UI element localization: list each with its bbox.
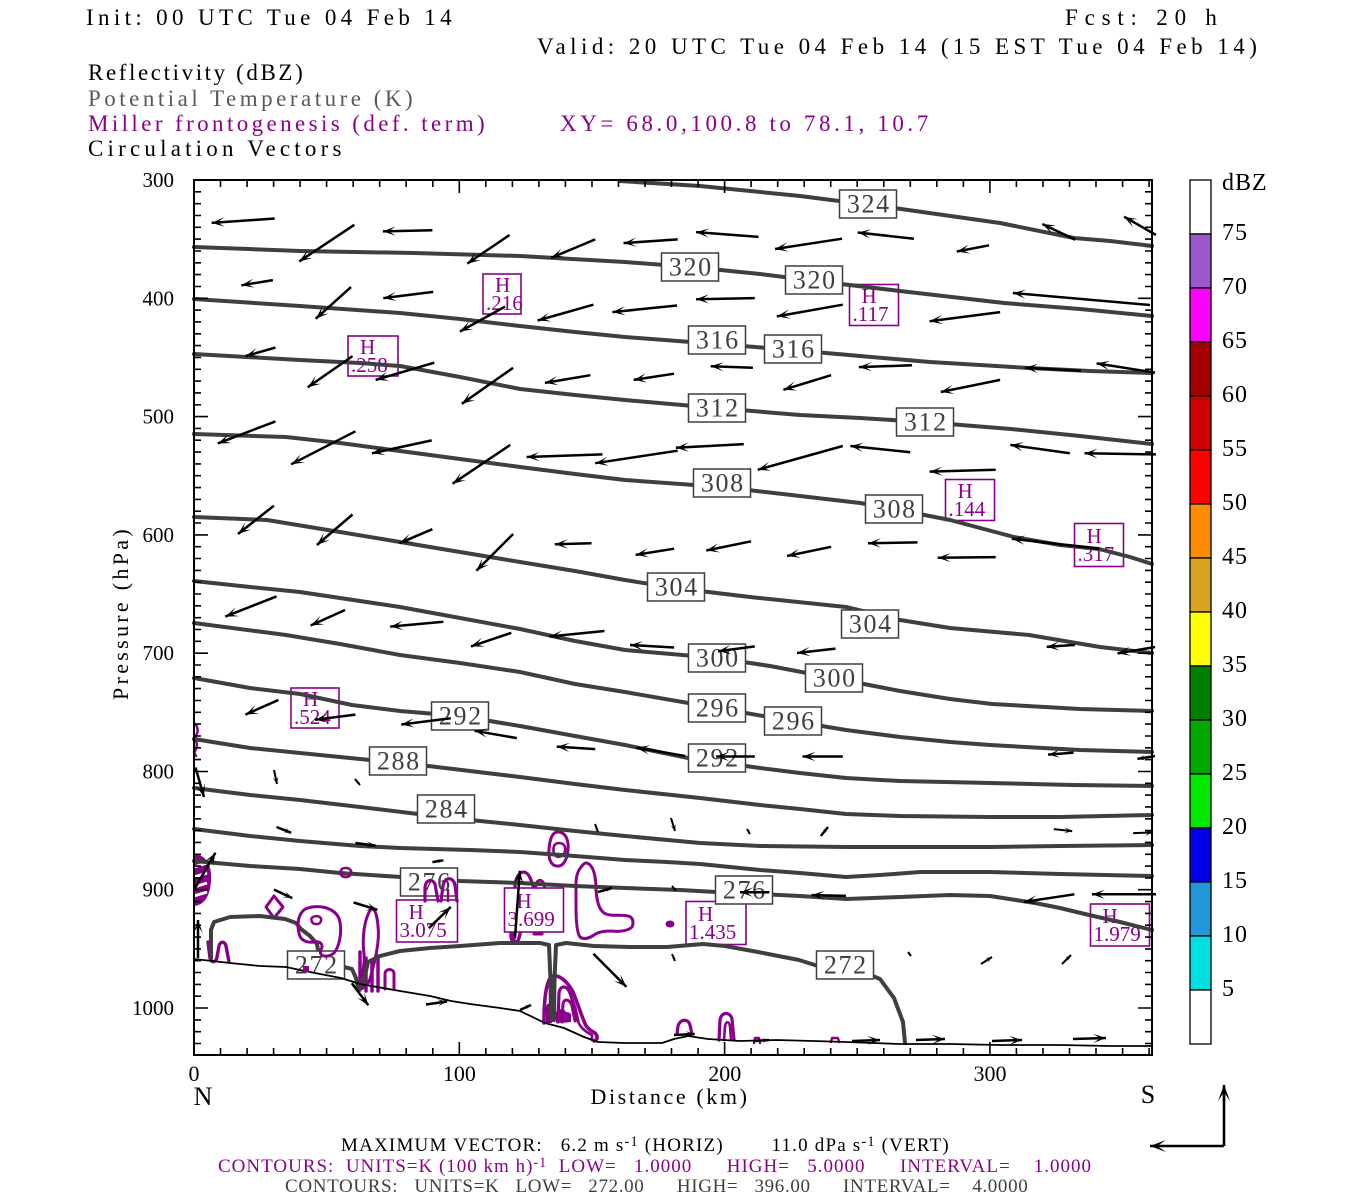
svg-text:3.075: 3.075 bbox=[400, 918, 447, 942]
svg-text:40: 40 bbox=[1222, 598, 1248, 624]
svg-text:300: 300 bbox=[696, 644, 740, 673]
svg-text:Miller frontogenesis (def. ter: Miller frontogenesis (def. term) bbox=[88, 111, 488, 136]
svg-text:0: 0 bbox=[189, 1061, 200, 1086]
svg-text:Distance (km): Distance (km) bbox=[590, 1084, 749, 1109]
svg-text:Fcst: 20 h: Fcst: 20 h bbox=[1065, 5, 1224, 30]
svg-text:316: 316 bbox=[772, 335, 816, 364]
svg-text:65: 65 bbox=[1222, 328, 1248, 354]
svg-text:308: 308 bbox=[873, 495, 917, 524]
svg-text:60: 60 bbox=[1222, 382, 1248, 408]
svg-text:CONTOURS: UNITS=K LOW= 2: CONTOURS: UNITS=K LOW= 272.00 HIGH= 396.… bbox=[285, 1176, 1028, 1197]
svg-text:MAXIMUM VECTOR: 6.2 m s-1 (H: MAXIMUM VECTOR: 6.2 m s-1 (HORIZ) 11.0 d… bbox=[341, 1134, 950, 1156]
svg-text:H: H bbox=[495, 273, 510, 297]
svg-text:.216: .216 bbox=[486, 291, 523, 315]
svg-text:312: 312 bbox=[904, 408, 948, 437]
svg-text:300: 300 bbox=[813, 664, 857, 693]
svg-text:Circulation Vectors: Circulation Vectors bbox=[88, 136, 346, 161]
svg-text:304: 304 bbox=[849, 610, 893, 639]
svg-text:Valid: 20 UTC Tue 04 Feb 14 (1: Valid: 20 UTC Tue 04 Feb 14 (15 EST Tue … bbox=[537, 34, 1261, 59]
svg-text:15: 15 bbox=[1222, 868, 1248, 894]
svg-text:S: S bbox=[1141, 1080, 1155, 1109]
svg-text:284: 284 bbox=[425, 795, 469, 824]
svg-text:CONTOURS: UNITS=K (100 km h)-: CONTOURS: UNITS=K (100 km h)-1 LOW= 1.00… bbox=[218, 1155, 1092, 1177]
svg-text:35: 35 bbox=[1222, 652, 1248, 678]
svg-text:400: 400 bbox=[143, 286, 175, 310]
svg-text:50: 50 bbox=[1222, 490, 1248, 516]
svg-text:H: H bbox=[360, 335, 375, 359]
svg-text:H: H bbox=[862, 284, 877, 308]
svg-text:70: 70 bbox=[1222, 274, 1248, 300]
svg-text:10: 10 bbox=[1222, 922, 1248, 948]
svg-text:320: 320 bbox=[669, 253, 713, 282]
svg-text:296: 296 bbox=[772, 707, 816, 736]
svg-text:1000: 1000 bbox=[132, 996, 174, 1020]
svg-text:500: 500 bbox=[143, 405, 175, 429]
svg-text:25: 25 bbox=[1222, 760, 1248, 786]
svg-text:304: 304 bbox=[655, 573, 699, 602]
svg-text:Reflectivity (dBZ): Reflectivity (dBZ) bbox=[88, 60, 305, 85]
svg-text:5: 5 bbox=[1222, 976, 1235, 1002]
svg-text:H: H bbox=[303, 687, 318, 711]
svg-text:300: 300 bbox=[974, 1061, 1007, 1086]
svg-text:45: 45 bbox=[1222, 544, 1248, 570]
svg-text:296: 296 bbox=[696, 694, 740, 723]
svg-text:dBZ: dBZ bbox=[1222, 170, 1268, 196]
svg-text:Potential Temperature (K): Potential Temperature (K) bbox=[88, 86, 416, 111]
svg-text:Init: 00 UTC Tue 04 Feb 14: Init: 00 UTC Tue 04 Feb 14 bbox=[86, 5, 456, 30]
svg-text:30: 30 bbox=[1222, 706, 1248, 732]
svg-text:1.435: 1.435 bbox=[689, 920, 736, 944]
svg-text:320: 320 bbox=[793, 266, 837, 295]
svg-text:H: H bbox=[698, 902, 713, 926]
svg-text:276: 276 bbox=[723, 876, 767, 905]
svg-text:55: 55 bbox=[1222, 436, 1248, 462]
svg-text:308: 308 bbox=[701, 469, 745, 498]
svg-text:H: H bbox=[1087, 524, 1102, 548]
svg-text:20: 20 bbox=[1222, 814, 1248, 840]
svg-text:H: H bbox=[958, 479, 973, 503]
svg-text:XY= 68.0,100.8 to 78.1, 10.7: XY= 68.0,100.8 to 78.1, 10.7 bbox=[560, 111, 932, 136]
svg-text:316: 316 bbox=[696, 326, 740, 355]
svg-text:N: N bbox=[194, 1082, 213, 1111]
svg-text:800: 800 bbox=[143, 760, 175, 784]
svg-text:700: 700 bbox=[143, 641, 175, 665]
svg-text:324: 324 bbox=[847, 190, 891, 219]
svg-text:292: 292 bbox=[439, 702, 483, 731]
svg-text:100: 100 bbox=[443, 1061, 476, 1086]
svg-text:312: 312 bbox=[696, 394, 740, 423]
svg-text:288: 288 bbox=[377, 747, 421, 776]
svg-text:600: 600 bbox=[143, 523, 175, 547]
svg-text:.117: .117 bbox=[853, 302, 889, 326]
svg-text:900: 900 bbox=[143, 878, 175, 902]
svg-text:300: 300 bbox=[143, 168, 175, 192]
svg-text:200: 200 bbox=[708, 1061, 741, 1086]
svg-text:H: H bbox=[409, 900, 424, 924]
svg-text:.144: .144 bbox=[949, 497, 986, 521]
svg-text:.524: .524 bbox=[294, 705, 331, 729]
svg-text:75: 75 bbox=[1222, 220, 1248, 246]
svg-text:272: 272 bbox=[824, 951, 868, 980]
svg-text:Pressure (hPa): Pressure (hPa) bbox=[108, 526, 133, 700]
svg-text:H: H bbox=[517, 889, 532, 913]
svg-text:292: 292 bbox=[696, 744, 740, 773]
